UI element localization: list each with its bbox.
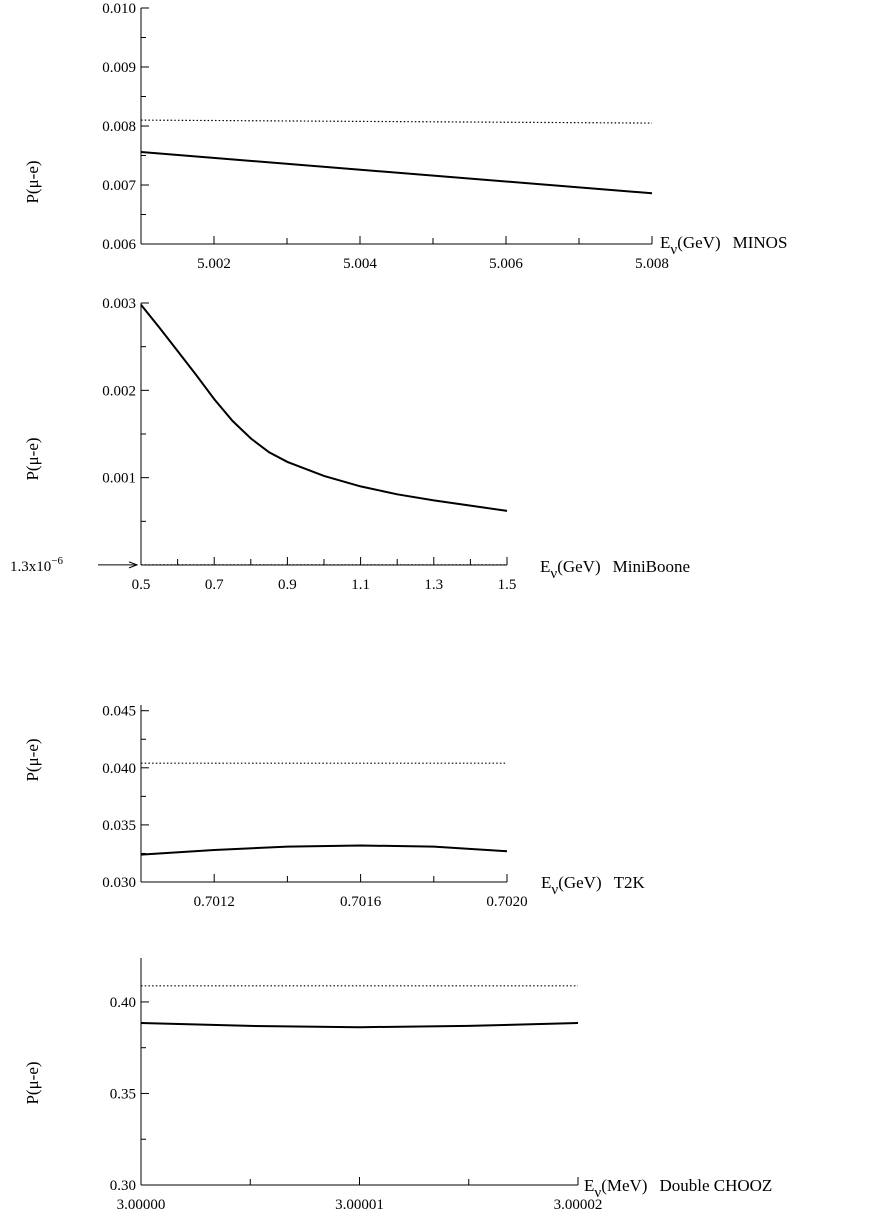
x-axis-label: Eν(MeV) Double CHOOZ <box>584 1176 772 1201</box>
panel-double-chooz: 0.30 0.35 0.40 3.00000 3.00001 3.00002 P(μ-e) E… <box>23 958 772 1213</box>
x-tick-label: 0.9 <box>278 577 297 593</box>
x-axis-label: Eν(GeV) MiniBoone <box>540 557 690 582</box>
x-tick-label: 5.008 <box>635 256 669 272</box>
x-tick-label: 0.7020 <box>486 894 527 910</box>
y-axis-label: P(μ-e) <box>23 437 42 480</box>
dotted-line <box>140 119 653 124</box>
y-tick-label: 0.35 <box>110 1086 136 1102</box>
x-tick-label: 1.3 <box>424 577 443 593</box>
y-axis-label: P(μ-e) <box>23 738 42 781</box>
probability-curve <box>140 151 653 195</box>
x-tick-label: 0.7 <box>205 577 224 593</box>
probability-curve <box>140 304 508 512</box>
y-axis-label: P(μ-e) <box>23 1061 42 1104</box>
x-tick-label: 1.5 <box>498 577 517 593</box>
x-axis-label: Eν(GeV) MINOS <box>660 233 787 258</box>
y-tick-label: 0.30 <box>110 1178 136 1194</box>
y-tick-label: 0.006 <box>102 237 136 253</box>
y-tick-label: 0.045 <box>102 704 136 720</box>
probability-curve <box>140 844 508 856</box>
y-tick-label: 0.003 <box>102 296 136 312</box>
y-tick-label: 0.008 <box>102 119 136 135</box>
x-tick-label: 5.002 <box>197 256 231 272</box>
y-tick-label: 0.040 <box>102 761 136 777</box>
x-tick-label: 0.5 <box>132 577 151 593</box>
y-tick-label: 0.007 <box>102 178 136 194</box>
y-tick-label: 0.009 <box>102 60 136 76</box>
x-tick-label: 5.004 <box>343 256 377 272</box>
x-axis-label: Eν(GeV) T2K <box>541 873 645 898</box>
y-tick-label: 0.030 <box>102 875 136 891</box>
y-tick-label: 0.035 <box>102 818 136 834</box>
probability-curve <box>140 1022 579 1029</box>
y-tick-label: 0.010 <box>102 1 136 17</box>
panel-t2k: 0.030 0.035 0.040 0.045 0.7012 0.7016 0.7020 P(… <box>23 704 645 910</box>
x-tick-label: 0.7012 <box>194 894 235 910</box>
x-tick-label: 5.006 <box>489 256 523 272</box>
x-tick-label: 0.7016 <box>340 894 382 910</box>
annotation-label: 1.3x10−6 <box>10 555 63 575</box>
y-axis-label: P(μ-e) <box>23 160 42 203</box>
x-tick-label: 3.00000 <box>117 1197 166 1213</box>
x-tick-label: 3.00001 <box>335 1197 384 1213</box>
x-tick-label: 1.1 <box>351 577 370 593</box>
x-tick-label: 3.00002 <box>554 1197 603 1213</box>
y-tick-label: 0.002 <box>102 383 136 399</box>
y-tick-label: 0.40 <box>110 995 136 1011</box>
arrow-head <box>128 561 139 569</box>
y-tick-label: 0.001 <box>102 471 136 487</box>
panel-minos: 0.006 0.007 0.008 0.009 0.010 5.002 5.004 5.006… <box>23 1 787 272</box>
panel-miniboone: 0.001 0.002 0.003 0.5 0.7 0.9 1.1 1.3 1.5 P(μ-e) E… <box>10 296 690 593</box>
